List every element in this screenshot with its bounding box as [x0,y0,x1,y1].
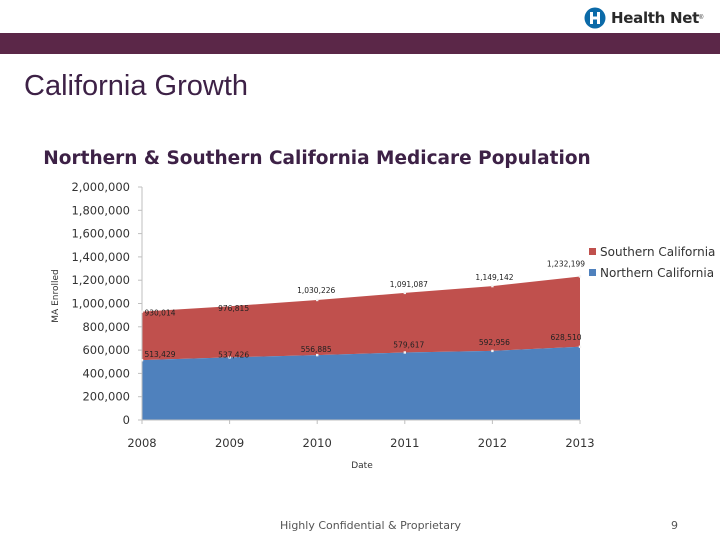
logo-text: Health Net [611,9,699,27]
y-tick-label: 800,000 [82,320,130,334]
southern-california-data-label: 1,232,199 [547,259,585,268]
y-tick-label: 2,000,000 [71,180,130,194]
southern-california-data-label: 1,149,142 [475,273,513,282]
northern-california-data-label: 537,426 [218,350,249,359]
legend-label-southern: Southern California [600,245,715,259]
y-tick-label: 1,600,000 [71,227,130,241]
footer-confidential: Highly Confidential & Proprietary [280,519,461,532]
northern-california-data-label: 628,510 [550,333,581,342]
y-tick-label: 1,200,000 [71,273,130,287]
southern-california-data-label: 930,014 [144,309,175,318]
southern-california-marker [403,291,406,295]
x-tick-label: 2008 [127,436,156,450]
southern-california-marker [578,275,582,278]
northern-california-marker [578,345,582,348]
northern-california-data-label: 579,617 [393,340,424,349]
southern-california-data-label: 1,091,087 [390,280,428,289]
southern-california-data-label: 976,815 [218,304,249,313]
northern-california-data-label: 513,429 [144,350,175,359]
y-tick-label: 200,000 [82,390,130,404]
y-tick-label: 1,800,000 [71,203,130,217]
northern-california-marker [316,353,319,357]
health-net-logo-icon [584,7,606,29]
logo-trademark: ® [698,15,704,21]
x-axis-label: Date [351,461,373,471]
northern-california-marker [140,358,144,362]
southern-california-marker [228,305,231,308]
x-tick-label: 2009 [215,436,244,450]
southern-california-data-label: 1,030,226 [297,286,335,295]
y-tick-label: 1,400,000 [71,250,130,264]
header-band [0,33,720,54]
chart-title: Northern & Southern California Medicare … [43,148,590,169]
legend-label-northern: Northern California [600,266,714,280]
x-tick-label: 2011 [390,436,419,450]
y-tick-label: 0 [123,413,130,427]
y-tick-label: 400,000 [82,366,130,380]
y-tick-label: 600,000 [82,343,130,357]
northern-california-data-label: 592,956 [479,338,510,347]
northern-california-area [142,346,580,420]
x-tick-label: 2010 [303,436,332,450]
northern-california-data-label: 556,885 [301,345,332,354]
southern-california-area [142,276,580,361]
x-tick-label: 2012 [478,436,507,450]
southern-california-marker [140,310,144,313]
page-number: 9 [671,519,678,532]
slide-title: California Growth [24,70,249,102]
y-tick-label: 1,000,000 [71,297,130,311]
x-tick-label: 2013 [565,436,594,450]
northern-california-marker [228,356,231,359]
health-net-logo: Health Net ® [584,6,703,30]
legend-swatch-northern [589,269,596,276]
y-axis-label: MA Enrolled [51,269,61,322]
northern-california-marker [403,351,406,354]
southern-california-marker [491,284,494,288]
southern-california-marker [316,298,319,302]
northern-california-marker [491,349,494,353]
legend-swatch-southern [589,248,596,255]
